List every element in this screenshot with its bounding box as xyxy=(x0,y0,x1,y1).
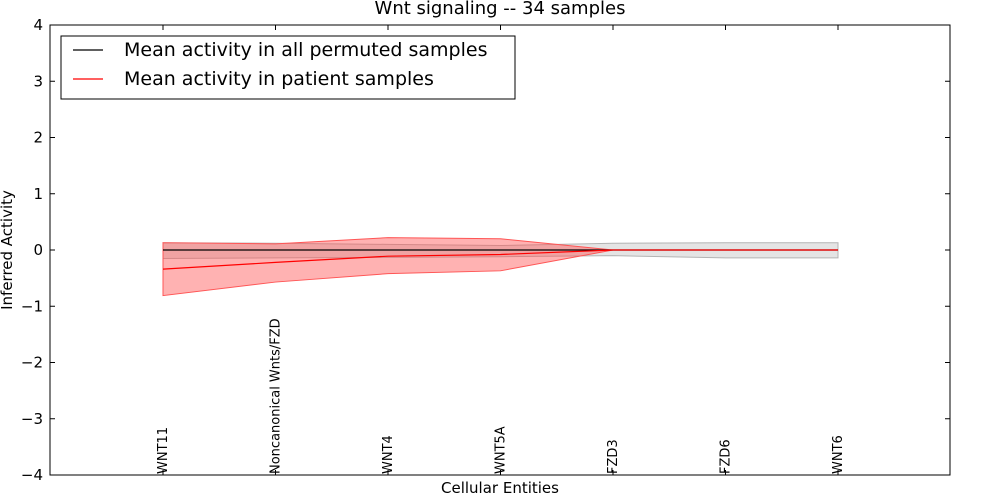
category-label: Noncanonical Wnts/FZD xyxy=(269,318,284,474)
legend-label-0: Mean activity in all permuted samples xyxy=(124,39,487,61)
legend: Mean activity in all permuted samples Mea… xyxy=(60,35,516,100)
series-lines xyxy=(162,249,838,270)
series-line-1 xyxy=(162,249,838,270)
category-label: WNT6 xyxy=(831,435,846,474)
legend-label-1: Mean activity in patient samples xyxy=(124,68,434,90)
x-axis: WNT11 Noncanonical Wnts/FZD WNT4 WNT5A FZD3 F… xyxy=(156,25,846,475)
y-tick-label: 3 xyxy=(33,72,43,90)
y-tick-label: −2 xyxy=(21,354,43,372)
y-tick-label: −1 xyxy=(21,297,43,315)
y-axis-label: Inferred Activity xyxy=(0,190,16,310)
y-tick-label: 2 xyxy=(33,129,43,147)
y-axis: −4 −3 −2 −1 0 1 2 3 4 xyxy=(21,16,950,484)
category-label: WNT4 xyxy=(381,435,396,474)
y-tick-label: −3 xyxy=(21,410,43,428)
category-label: WNT11 xyxy=(156,427,171,474)
category-label: WNT5A xyxy=(494,426,509,474)
y-tick-label: 4 xyxy=(33,16,43,34)
legend-box xyxy=(60,35,516,100)
y-tick-label: 1 xyxy=(33,185,43,203)
y-tick-label: 0 xyxy=(33,241,43,259)
x-axis-label: Cellular Entities xyxy=(441,479,559,497)
confidence-bands xyxy=(162,237,839,297)
y-tick-label: −4 xyxy=(21,466,43,484)
category-label: FZD6 xyxy=(719,439,734,474)
chart-title: Wnt signaling -- 34 samples xyxy=(375,0,626,19)
category-label: FZD3 xyxy=(606,439,621,474)
